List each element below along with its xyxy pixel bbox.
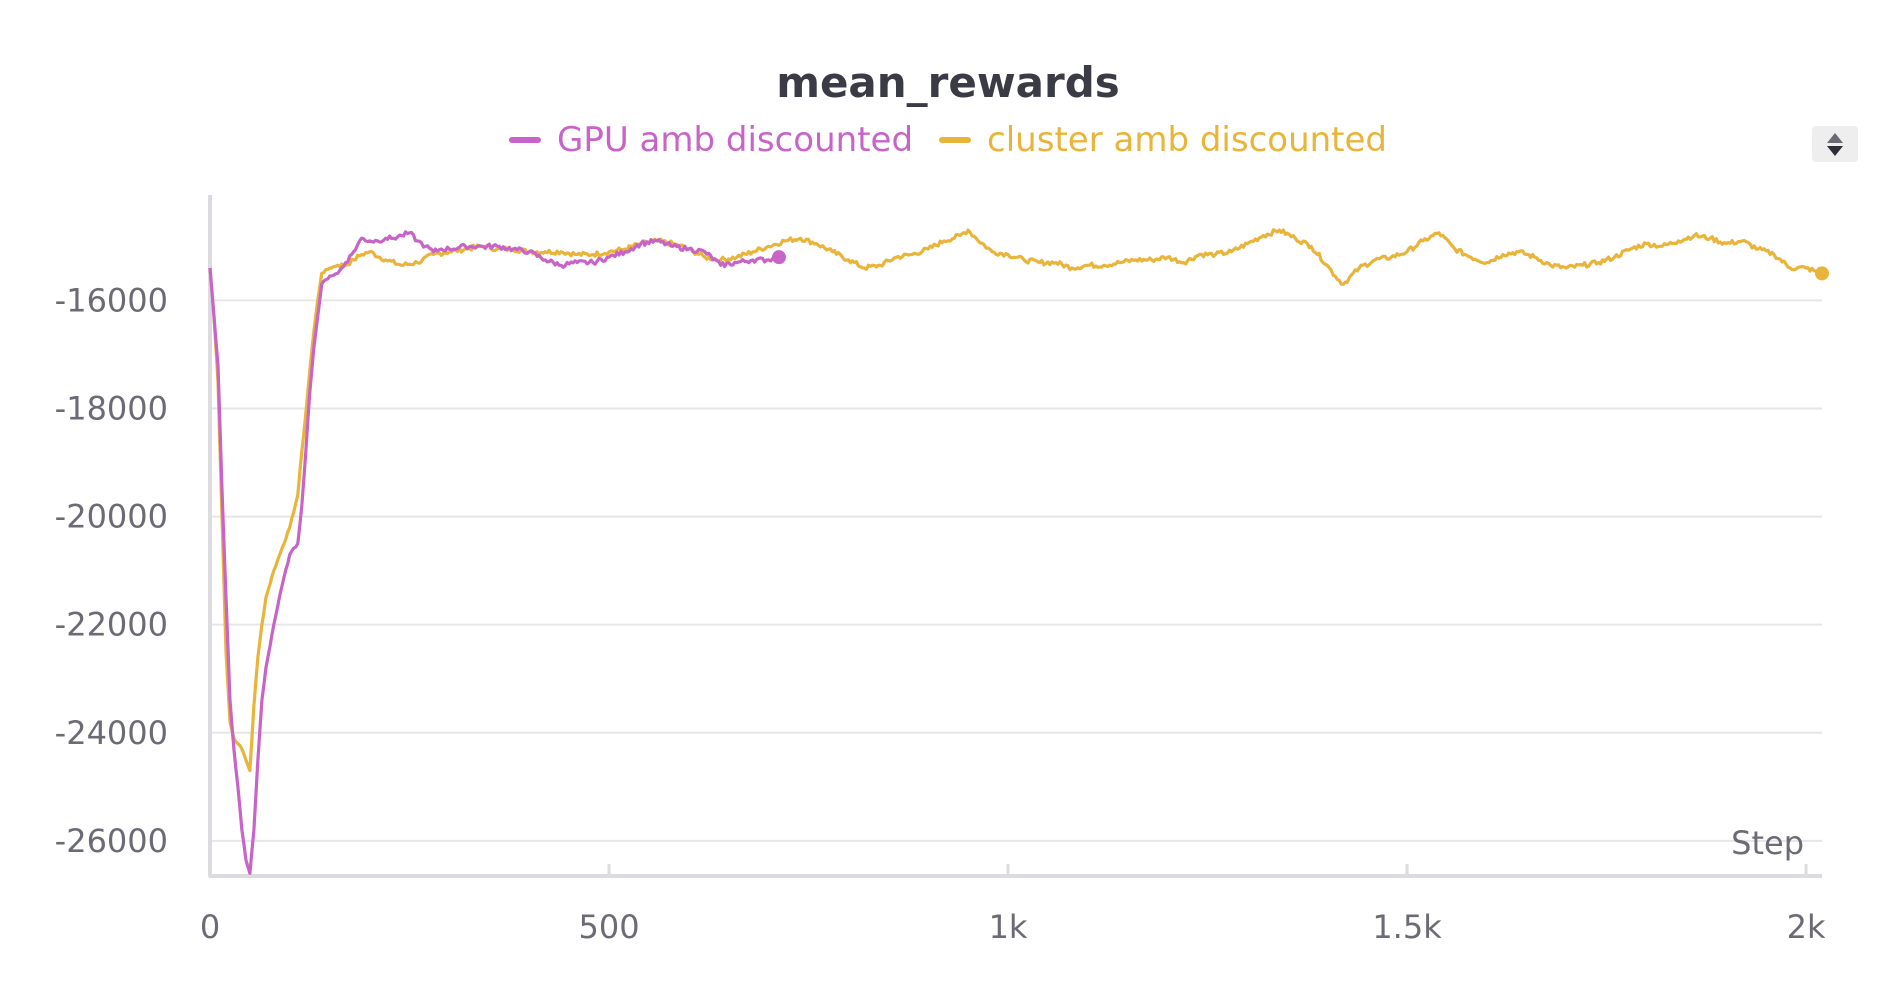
y-tick-label: -22000: [55, 606, 168, 644]
y-tick-label: -20000: [55, 498, 168, 536]
sort-toggle-button[interactable]: [1812, 126, 1858, 162]
sort-up-icon: [1827, 132, 1843, 143]
series-line-gpu[interactable]: [208, 230, 781, 875]
legend: GPU amb discounted cluster amb discounte…: [0, 120, 1896, 160]
legend-item-gpu[interactable]: GPU amb discounted: [508, 120, 914, 160]
x-tick-label: 2k: [1787, 908, 1826, 946]
x-tick-label: 500: [578, 908, 639, 946]
y-tick-label: -26000: [55, 822, 168, 860]
ticks: -16000 -18000 -20000 -22000 -24000 -26000 0 500…: [55, 281, 1826, 946]
x-axis-label: Step: [1731, 824, 1804, 862]
legend-label-cluster: cluster amb discounted: [987, 120, 1387, 160]
axes: [208, 195, 1822, 878]
grid: [210, 299, 1822, 842]
legend-swatch-gpu: [508, 137, 541, 143]
x-tick-label: 0: [200, 908, 220, 946]
y-tick-label: -16000: [55, 281, 168, 319]
series-group: [208, 228, 1829, 875]
series-end-point-cluster[interactable]: [1815, 266, 1829, 281]
chart-title: mean_rewards: [776, 58, 1120, 107]
x-tick-label: 1k: [989, 908, 1028, 946]
series-end-point-gpu[interactable]: [771, 250, 786, 265]
series-line-cluster[interactable]: [208, 228, 1823, 773]
legend-label-gpu: GPU amb discounted: [556, 120, 914, 160]
y-tick-label: -24000: [55, 714, 168, 752]
legend-item-cluster[interactable]: cluster amb discounted: [939, 120, 1387, 160]
sort-down-icon: [1827, 145, 1843, 156]
legend-swatch-cluster: [939, 137, 972, 143]
x-tick-label: 1.5k: [1372, 908, 1442, 946]
y-tick-label: -18000: [55, 389, 168, 427]
